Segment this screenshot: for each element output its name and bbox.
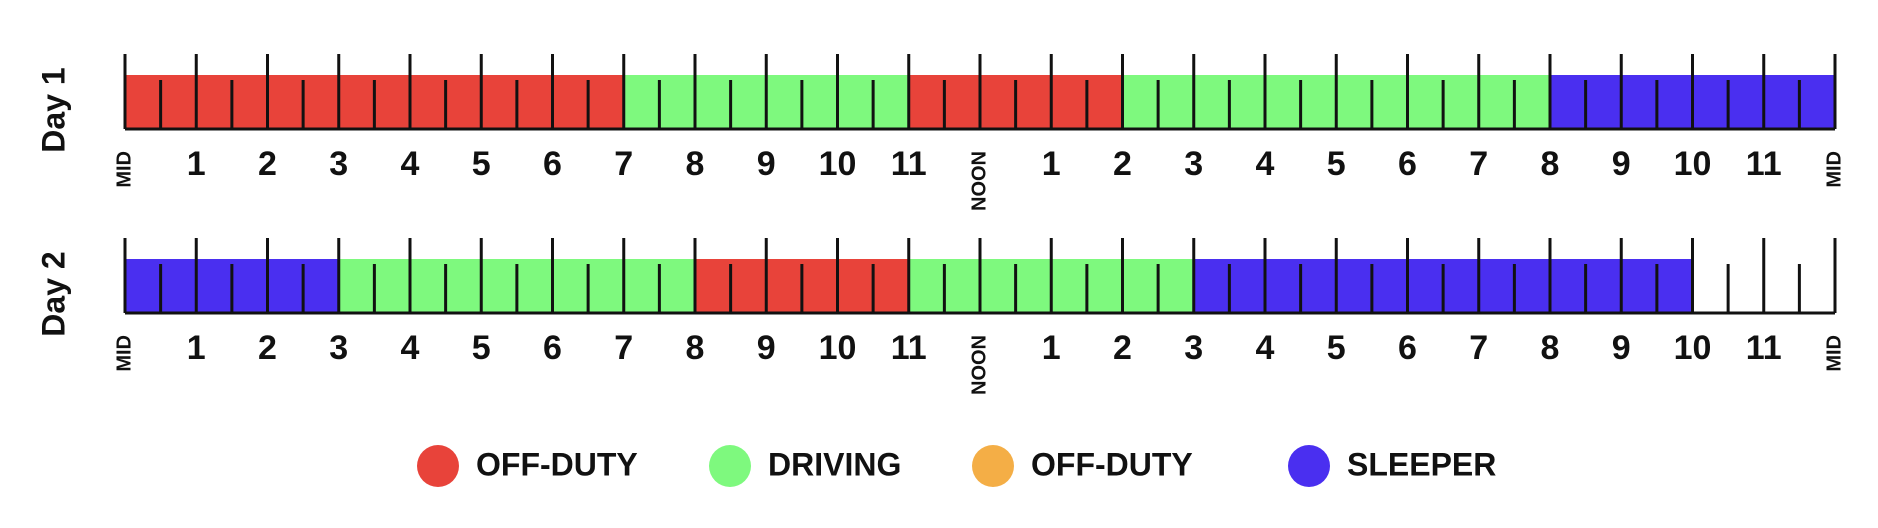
x-tick-label: 5 — [1327, 329, 1346, 367]
legend-label: OFF-DUTY — [1031, 446, 1193, 482]
x-tick-label: 11 — [891, 329, 927, 367]
x-tick-label: 11 — [1746, 329, 1782, 367]
x-tick-label: 1 — [187, 329, 206, 367]
x-tick-label: 10 — [1674, 145, 1712, 183]
x-tick-label: 9 — [1612, 145, 1631, 183]
x-tick-label: 6 — [1398, 145, 1417, 183]
x-tick-label: 2 — [258, 145, 277, 183]
x-tick-label: NOON — [968, 335, 990, 395]
legend-label: OFF-DUTY — [476, 446, 638, 482]
x-tick-label: 8 — [686, 329, 705, 367]
day-label: Day 2 — [35, 251, 71, 336]
x-tick-label: 4 — [1256, 145, 1275, 183]
x-tick-label: MID — [113, 151, 135, 188]
x-tick-label: MID — [1823, 151, 1845, 188]
x-tick-label: MID — [113, 335, 135, 372]
x-tick-label: 7 — [1469, 145, 1488, 183]
x-tick-label: 10 — [819, 329, 857, 367]
x-tick-label: 11 — [1746, 145, 1782, 183]
x-tick-label: 11 — [891, 145, 927, 183]
legend-swatch — [417, 445, 459, 487]
x-tick-label: 1 — [1042, 145, 1061, 183]
x-tick-label: 7 — [614, 145, 633, 183]
day-label: Day 1 — [35, 67, 71, 152]
legend-swatch — [972, 445, 1014, 487]
x-tick-label: NOON — [968, 151, 990, 211]
x-tick-label: 2 — [1113, 145, 1132, 183]
x-tick-label: 4 — [1256, 329, 1275, 367]
x-tick-label: 8 — [1541, 145, 1560, 183]
x-tick-label: 6 — [1398, 329, 1417, 367]
x-tick-label: 7 — [614, 329, 633, 367]
x-tick-label: 1 — [187, 145, 206, 183]
x-tick-label: 3 — [1184, 145, 1203, 183]
legend-label: SLEEPER — [1347, 446, 1496, 482]
x-tick-label: 6 — [543, 329, 562, 367]
x-tick-label: 9 — [757, 145, 776, 183]
x-tick-label: 8 — [1541, 329, 1560, 367]
x-tick-label: 3 — [329, 145, 348, 183]
x-tick-label: 5 — [472, 145, 491, 183]
x-tick-label: 4 — [401, 145, 420, 183]
legend-label: DRIVING — [768, 446, 901, 482]
x-tick-label: 9 — [757, 329, 776, 367]
legend-swatch — [1288, 445, 1330, 487]
x-tick-label: 4 — [401, 329, 420, 367]
x-tick-label: 2 — [258, 329, 277, 367]
x-tick-label: 5 — [1327, 145, 1346, 183]
x-tick-label: 8 — [686, 145, 705, 183]
x-tick-label: MID — [1823, 335, 1845, 372]
x-tick-label: 5 — [472, 329, 491, 367]
x-tick-label: 3 — [329, 329, 348, 367]
x-tick-label: 3 — [1184, 329, 1203, 367]
x-tick-label: 9 — [1612, 329, 1631, 367]
x-tick-label: 1 — [1042, 329, 1061, 367]
x-tick-label: 10 — [819, 145, 857, 183]
x-tick-label: 2 — [1113, 329, 1132, 367]
x-tick-label: 10 — [1674, 329, 1712, 367]
x-tick-label: 6 — [543, 145, 562, 183]
legend-swatch — [709, 445, 751, 487]
x-tick-label: 7 — [1469, 329, 1488, 367]
